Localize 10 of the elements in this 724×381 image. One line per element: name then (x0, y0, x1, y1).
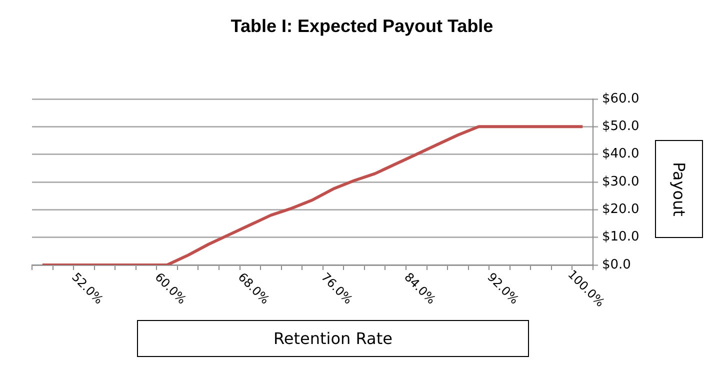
y-axis-title: Payout (670, 162, 688, 216)
y-tick-label: $50.0 (602, 119, 640, 134)
chart-title: Table I: Expected Payout Table (230, 16, 494, 37)
x-axis-title: Retention Rate (137, 320, 529, 357)
y-tick-label: $60.0 (602, 91, 640, 106)
y-tick-label: $10.0 (602, 230, 640, 245)
y-tick-label: $30.0 (602, 174, 640, 190)
y-tick-label: $20.0 (602, 202, 640, 218)
y-tick-label: $40.0 (602, 146, 640, 162)
y-tick-label: $0.0 (602, 257, 631, 272)
